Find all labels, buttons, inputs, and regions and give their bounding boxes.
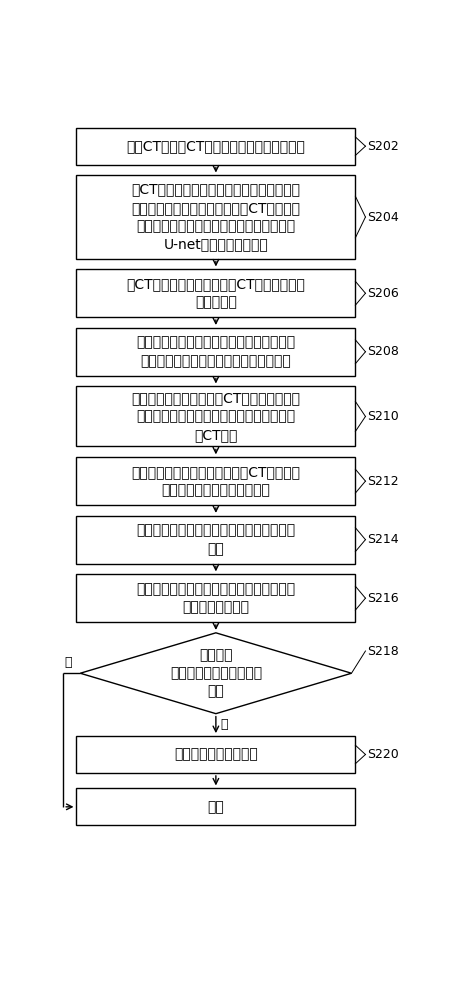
Bar [76, 788, 354, 825]
Bar [76, 516, 354, 564]
Text: 将CT图像中，每层图像数据输入至预先建立
的肺部区域识别模型中，识别出CT图像中的
肺部区域；其中，该肺部区域识别模型通过
U-net神经网络训练而成: 将CT图像中，每层图像数据输入至预先建立 的肺部区域识别模型中，识别出CT图像中… [131, 182, 300, 252]
Text: 结束: 结束 [207, 800, 224, 814]
Text: S210: S210 [366, 410, 398, 423]
Text: S202: S202 [366, 140, 398, 153]
Text: 根据上述位置信息，从处理后的CT图像中提
取出可疑区域的区域图像数据: 根据上述位置信息，从处理后的CT图像中提 取出可疑区域的区域图像数据 [131, 465, 300, 497]
Text: S208: S208 [366, 345, 398, 358]
Text: S206: S206 [366, 287, 398, 300]
Bar [76, 328, 354, 376]
Text: S204: S204 [366, 211, 398, 224]
Bar [76, 736, 354, 773]
Bar [76, 386, 354, 446]
Text: S218: S218 [366, 645, 398, 658]
Text: S212: S212 [366, 475, 398, 488]
Text: 采用上述非线性映射，对CT图像中，每层图
像数据的像素值进行映射变换，获得变换后
的CT图像: 采用上述非线性映射，对CT图像中，每层图 像数据的像素值进行映射变换，获得变换后… [131, 391, 300, 442]
Text: 否: 否 [65, 656, 72, 669]
Text: S220: S220 [366, 748, 398, 761]
Polygon shape [80, 633, 351, 714]
Text: 获取CT图像和CT图像中可疑区域的位置信息: 获取CT图像和CT图像中可疑区域的位置信息 [126, 139, 305, 153]
Text: 确定可疑区域为肺结节: 确定可疑区域为肺结节 [174, 747, 257, 761]
Bar [76, 457, 354, 505]
Text: 对肺部区域中，每层图像数据的像素值进行
直方图增强处理，获得对应的非线性映射: 对肺部区域中，每层图像数据的像素值进行 直方图增强处理，获得对应的非线性映射 [136, 336, 295, 368]
Bar [76, 269, 354, 317]
Bar [76, 574, 354, 622]
Text: 将区域图像数据归一化为预设边长的正方体
数据: 将区域图像数据归一化为预设边长的正方体 数据 [136, 523, 295, 556]
Text: 判断输出
结果是否超出设定的阈值
范围: 判断输出 结果是否超出设定的阈值 范围 [169, 648, 261, 699]
Text: S216: S216 [366, 592, 398, 605]
Text: 是: 是 [220, 718, 228, 731]
Bar [76, 128, 354, 165]
Text: S214: S214 [366, 533, 398, 546]
Text: 将处理后的区域图像数据输入至预先建立的
肺结节判定模型中: 将处理后的区域图像数据输入至预先建立的 肺结节判定模型中 [136, 582, 295, 614]
Bar [76, 175, 354, 259]
Text: 将CT图像中每个像素位置的CT值，转换成对
应的像素值: 将CT图像中每个像素位置的CT值，转换成对 应的像素值 [126, 277, 305, 309]
